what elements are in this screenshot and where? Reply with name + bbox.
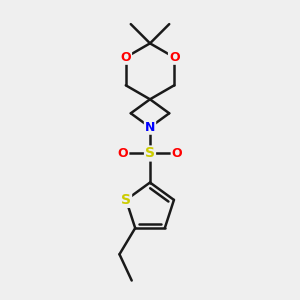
- Text: N: N: [145, 121, 155, 134]
- Text: O: O: [118, 147, 128, 160]
- Text: O: O: [172, 147, 182, 160]
- Text: S: S: [121, 193, 131, 207]
- Text: S: S: [145, 146, 155, 161]
- Text: O: O: [121, 51, 131, 64]
- Text: O: O: [169, 51, 179, 64]
